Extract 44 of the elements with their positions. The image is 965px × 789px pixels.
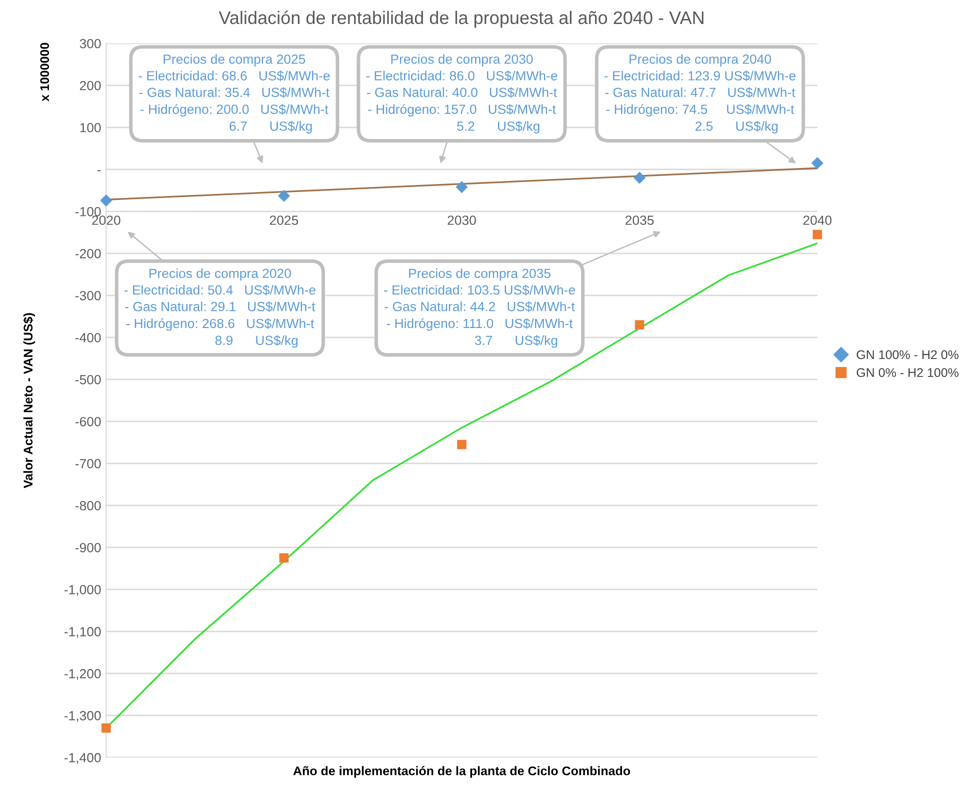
y-axis-title: Valor Actual Neto - VAN (US$) (23, 313, 36, 488)
y-tick-label: 100 (80, 122, 101, 132)
annotation: Precios de compra 2020 - Electricidad: 50.4 US$/MWh-e - Gas Natural: 29.1 US$/MWh-t - Hidrógeno: 268.6 US$/MWh-t 8.9 US$/kg (124, 268, 316, 348)
x-tick-label: 2040 (803, 216, 832, 225)
annotation: Precios de compra 2035 - Electricidad: 103.5 US$/MWh-e - Gas Natural: 44.2 US$/MWh-t - Hidrógeno: 111.0 US$/MWh-t 3.7 US$/kg (384, 268, 576, 348)
y-tick-label: -500 (75, 374, 101, 384)
y-tick-label: -800 (75, 500, 101, 510)
y-tick-label: -900 (75, 542, 101, 552)
y-tick-label: -400 (75, 332, 101, 342)
point (278, 190, 290, 202)
point (279, 553, 289, 563)
y-tick-label: -1,200 (64, 669, 101, 680)
chart-title: Validación de rentabilidad de la propuesta al año 2040 - VAN (218, 10, 704, 28)
y-tick-label: -1,400 (64, 753, 101, 764)
annotation: Precios de compra 2025 - Electricidad: 68.6 US$/MWh-e - Gas Natural: 35.4 US$/MWh-t - Hidrógeno: 200.0 US$/MWh-t 6.7 US$/kg (138, 54, 330, 134)
y-tick-label: -700 (75, 458, 101, 468)
y-tick-label: 200 (80, 80, 101, 90)
point (634, 320, 644, 330)
x-tick-label: 2030 (448, 216, 476, 225)
y-tick-label: -100 (75, 206, 101, 216)
point (101, 723, 111, 733)
legend-label: GN 100% - H2 0% (856, 350, 958, 360)
x-tick-label: 2035 (626, 216, 654, 225)
x-tick-label: 2020 (92, 216, 120, 225)
x-tick-label: 2025 (270, 216, 298, 225)
y-tick-label: -200 (75, 248, 101, 258)
y-tick-label: -1,300 (64, 711, 101, 722)
y-tick-label: -1,100 (64, 627, 101, 638)
x-axis-title: Año de implementación de la planta de Ciclo Combinado (293, 766, 630, 778)
annotation: Precios de compra 2030 - Electricidad: 86.0 US$/MWh-e - Gas Natural: 40.0 US$/MWh-t - Hidrógeno: 157.0 US$/MWh-t 5.2 US$/kg (366, 54, 558, 134)
y-tick-label: -1,000 (64, 584, 101, 596)
point (457, 440, 466, 450)
y-tick-label: - (97, 170, 101, 172)
point (634, 172, 646, 184)
y-tick-label: -300 (75, 290, 101, 300)
point (812, 230, 822, 240)
y-tick-label: 300 (80, 38, 101, 48)
point (100, 194, 112, 207)
annotation: Precios de compra 2040 - Electricidad: 123.9 US$/MWh-e - Gas Natural: 47.7 US$/MWh-t - Hidrógeno: 74.5 US$/MWh-t 2.5 US$/kg (604, 54, 796, 134)
y-tick-label: -600 (75, 416, 101, 426)
legend-label: GN 0% - H2 100% (856, 368, 958, 378)
point (456, 180, 468, 194)
point (811, 157, 824, 170)
text: x 1000000 (40, 42, 50, 102)
